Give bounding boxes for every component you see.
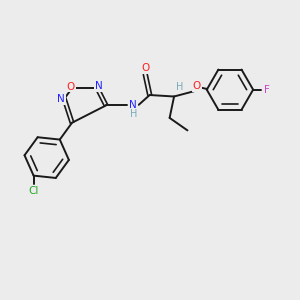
Text: Cl: Cl	[28, 186, 39, 196]
Text: O: O	[66, 82, 75, 92]
Text: O: O	[141, 63, 149, 73]
Text: H: H	[176, 82, 183, 92]
Text: H: H	[130, 109, 137, 119]
Text: F: F	[264, 85, 269, 95]
Text: N: N	[130, 100, 137, 110]
Text: N: N	[95, 81, 103, 91]
Text: N: N	[57, 94, 65, 104]
Text: O: O	[193, 81, 201, 91]
